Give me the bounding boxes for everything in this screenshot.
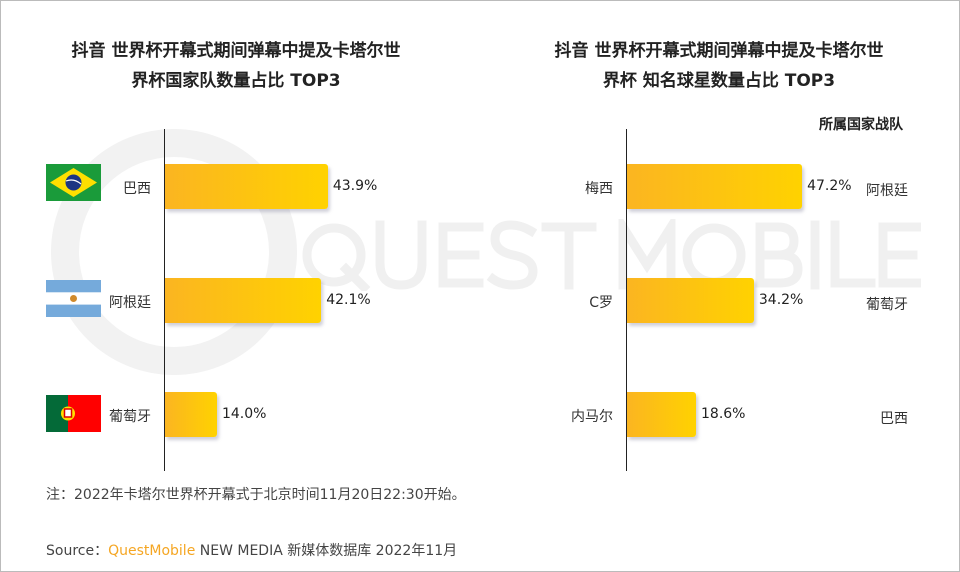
footnote: 注：2022年卡塔尔世界杯开幕式于北京时间11月20日22:30开始。 bbox=[46, 487, 466, 503]
value-label: 42.1% bbox=[326, 292, 371, 308]
category-label: C罗 bbox=[589, 295, 613, 311]
value-label: 14.0% bbox=[221, 406, 267, 422]
value-label: 43.9% bbox=[332, 178, 378, 194]
title-line: 抖音 世界杯开幕式期间弹幕中提及卡塔尔世 bbox=[71, 41, 401, 61]
title-line: 界杯国家队数量占比 TOP3 bbox=[131, 71, 341, 91]
brazil-flag-icon bbox=[46, 164, 101, 201]
left-axis bbox=[164, 129, 165, 471]
left-chart-title: 抖音 世界杯开幕式期间弹幕中提及卡塔尔世 界杯国家队数量占比 TOP3 bbox=[21, 36, 451, 96]
source-line: Source：QuestMobile NEW MEDIA 新媒体数据库 2022… bbox=[46, 540, 457, 560]
value-label: 34.2% bbox=[758, 292, 804, 308]
right-axis bbox=[626, 129, 627, 471]
team-label: 巴西 bbox=[880, 411, 908, 427]
bar-C罗 bbox=[627, 278, 754, 323]
value-label: 18.6% bbox=[701, 406, 746, 422]
watermark-logo bbox=[302, 219, 921, 291]
bar-内马尔 bbox=[627, 392, 696, 437]
category-label: 梅西 bbox=[585, 181, 613, 197]
source-rest: NEW MEDIA 新媒体数据库 2022年11月 bbox=[195, 543, 458, 559]
right-chart-title: 抖音 世界杯开幕式期间弹幕中提及卡塔尔世 界杯 知名球星数量占比 TOP3 bbox=[501, 36, 937, 96]
source-brand: QuestMobile bbox=[108, 543, 196, 559]
team-label: 阿根廷 bbox=[866, 183, 908, 199]
category-label: 内马尔 bbox=[571, 409, 613, 425]
category-label: 阿根廷 bbox=[109, 295, 151, 311]
title-line: 抖音 世界杯开幕式期间弹幕中提及卡塔尔世 bbox=[554, 41, 884, 61]
source-prefix: Source： bbox=[46, 543, 109, 559]
bar-梅西 bbox=[627, 164, 803, 209]
title-line: 界杯 知名球星数量占比 TOP3 bbox=[602, 71, 836, 91]
value-label: 47.2% bbox=[807, 178, 852, 194]
category-label: 巴西 bbox=[123, 181, 151, 197]
bar-巴西 bbox=[165, 164, 328, 209]
portugal-flag-icon bbox=[46, 395, 101, 432]
bar-葡萄牙 bbox=[165, 392, 217, 437]
team-label: 葡萄牙 bbox=[866, 297, 908, 313]
category-label: 葡萄牙 bbox=[109, 409, 151, 425]
argentina-flag-icon bbox=[46, 280, 101, 317]
team-header: 所属国家战队 bbox=[819, 117, 903, 133]
bar-阿根廷 bbox=[165, 278, 322, 323]
